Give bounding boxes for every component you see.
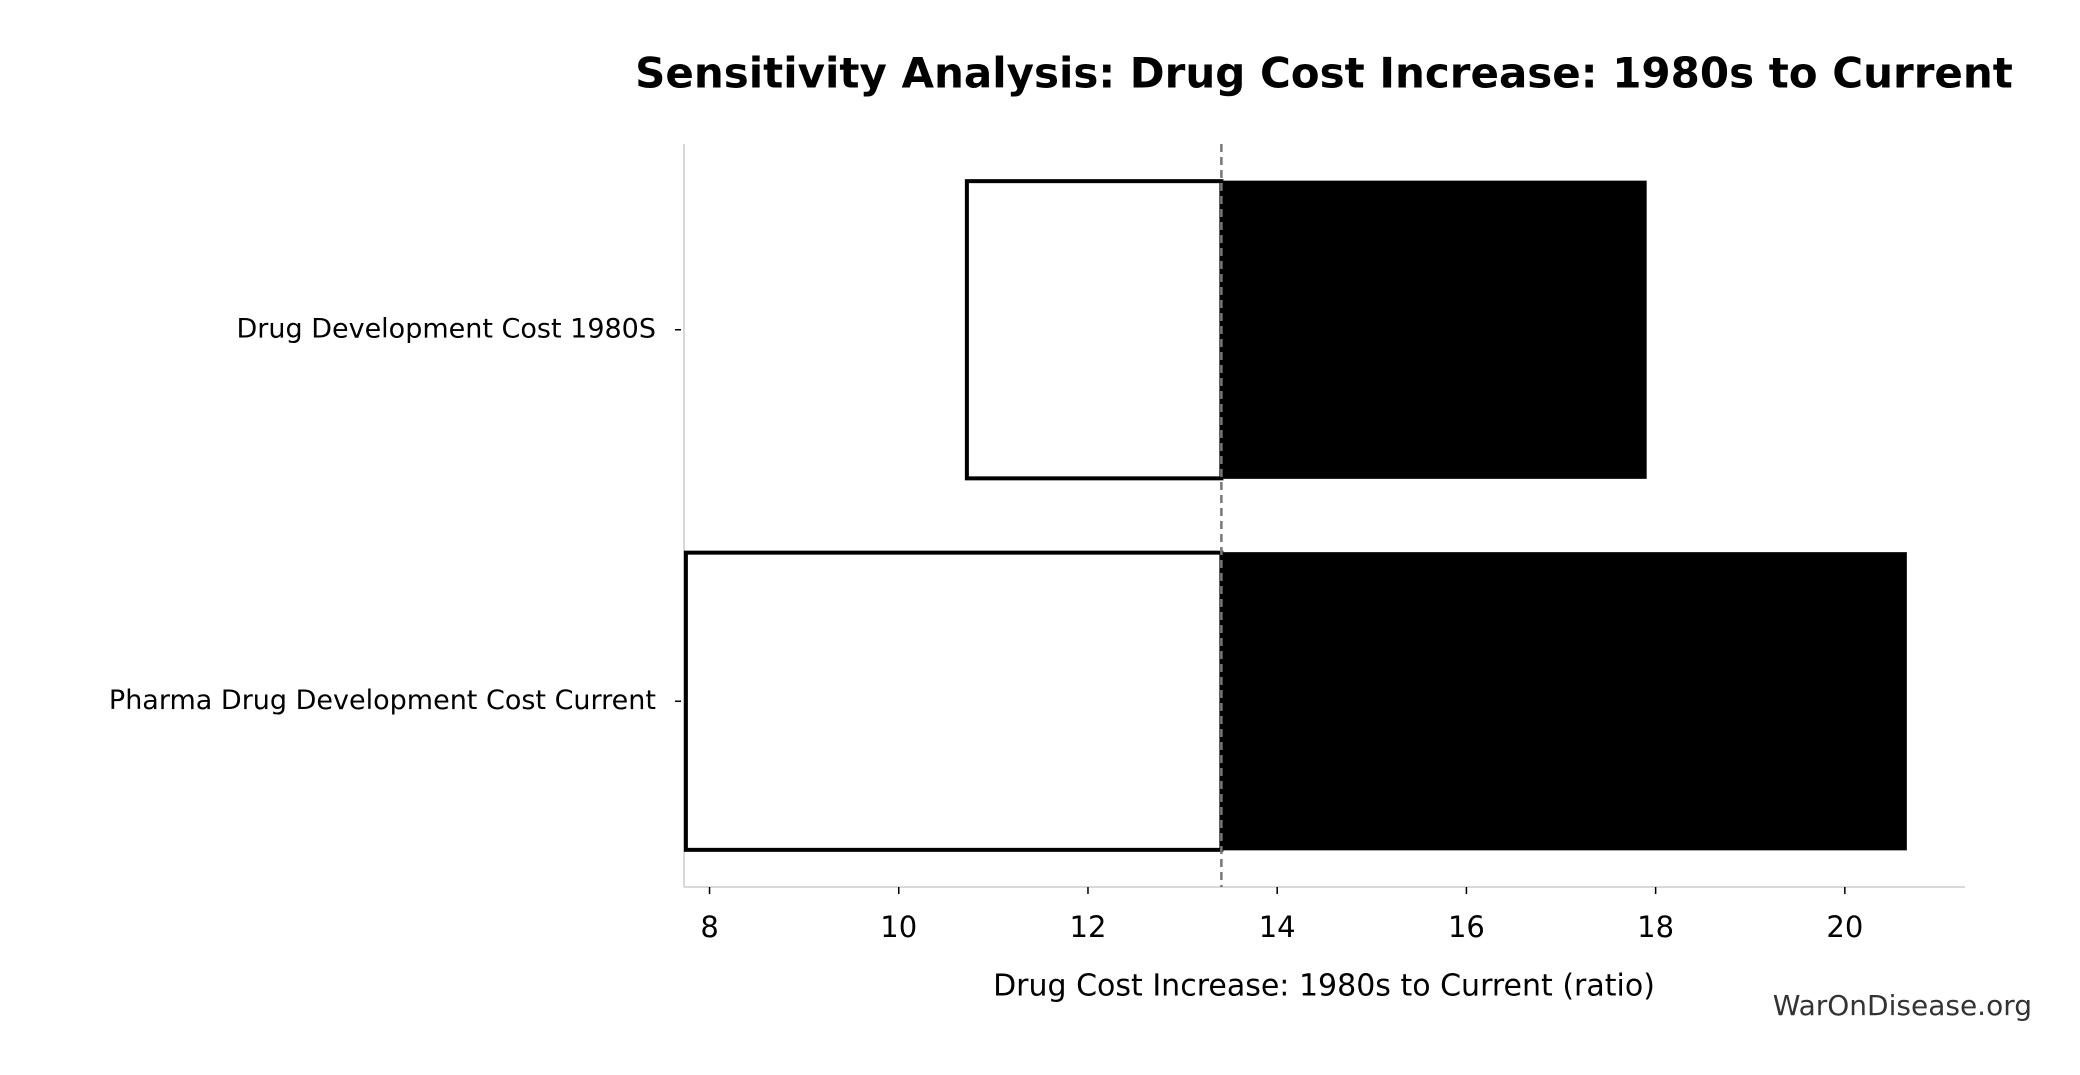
x-tick-label: 16: [1448, 910, 1485, 944]
x-tick-label: 18: [1637, 910, 1674, 944]
x-tick-label: 14: [1259, 910, 1296, 944]
low-bar: [964, 179, 1224, 481]
high-bar: [1220, 552, 1907, 851]
x-tick-label: 10: [880, 910, 917, 944]
high-bar: [1220, 180, 1647, 479]
watermark: WarOnDisease.org: [1773, 989, 2032, 1022]
x-axis-label: Drug Cost Increase: 1980s to Current (ra…: [993, 969, 1655, 1004]
low-bar: [683, 550, 1224, 852]
x-tick-label: 12: [1070, 910, 1107, 944]
x-tick-label: 20: [1826, 910, 1863, 944]
x-tick-label: 8: [700, 910, 718, 944]
chart-title: Sensitivity Analysis: Drug Cost Increase…: [635, 49, 2013, 98]
y-tick-label: Drug Development Cost 1980S: [236, 313, 656, 344]
y-tick-label: Pharma Drug Development Cost Current: [109, 685, 656, 716]
